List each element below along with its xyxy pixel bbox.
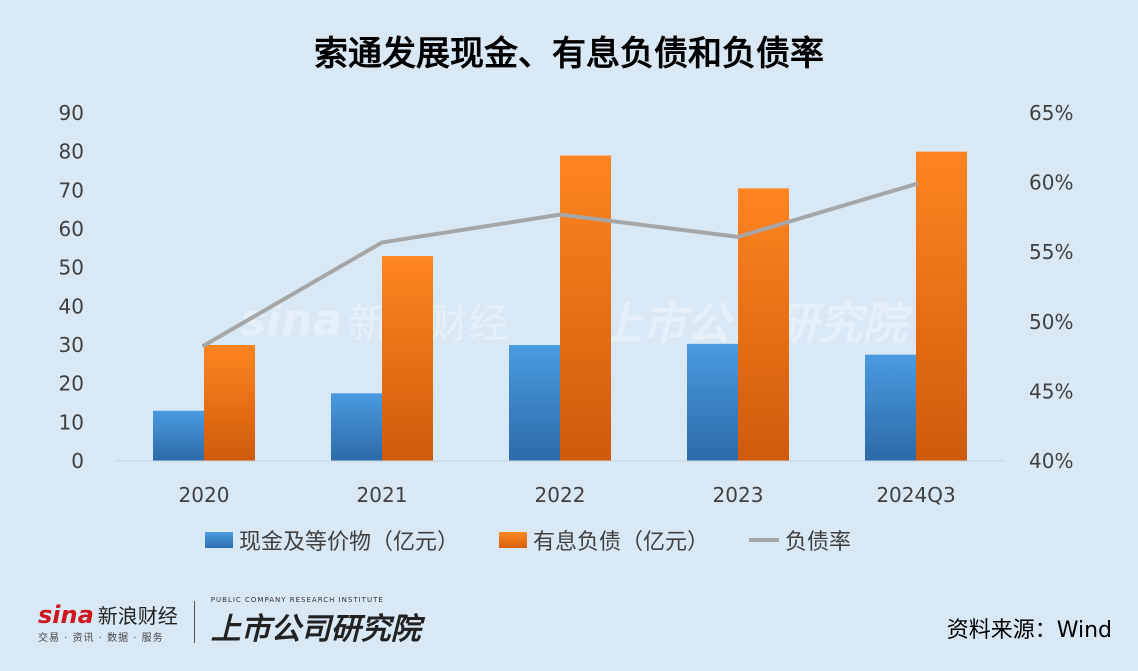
bar-cash [153, 410, 204, 461]
legend-label-debt: 有息负债（亿元） [533, 530, 710, 555]
bar-debt [560, 155, 611, 462]
y2-tick-label: 50% [1029, 310, 1073, 334]
legend-swatch-debt [499, 532, 528, 548]
y2-tick-label: 60% [1029, 171, 1073, 195]
legend-item-debt: 有息负债（亿元） [499, 524, 709, 556]
legend-item-ratio: 负债率 [749, 524, 851, 556]
y-tick-label: 90 [59, 101, 84, 125]
bar-cash [331, 393, 382, 461]
bar-cash [865, 354, 916, 461]
legend-item-cash: 现金及等价物（亿元） [205, 524, 459, 556]
institute-english: PUBLIC COMPANY RESEARCH INSTITUTE [210, 596, 384, 604]
x-tick-label: 2024Q3 [876, 483, 955, 507]
y-tick-label: 20 [59, 372, 84, 396]
y2-tick-label: 45% [1029, 379, 1073, 403]
y-tick-label: 30 [59, 333, 84, 357]
sina-logo: sina [38, 601, 94, 629]
x-tick-label: 2023 [713, 483, 764, 507]
y-tick-label: 0 [71, 449, 84, 473]
y-tick-label: 50 [59, 256, 84, 280]
y-tick-label: 40 [59, 294, 84, 318]
point-debt-ratio [914, 181, 918, 186]
point-debt-ratio [558, 212, 562, 217]
y2-tick-label: 40% [1029, 449, 1073, 473]
point-debt-ratio [380, 240, 384, 245]
bar-debt [204, 345, 255, 461]
y-tick-label: 60 [59, 217, 84, 241]
footer-divider [193, 601, 195, 643]
footer-logos: sina 新浪财经 交易 · 资讯 · 数据 · 服务 PUBLIC COMPAN… [38, 596, 421, 648]
bar-debt [916, 151, 967, 461]
sina-name: 新浪财经 [97, 604, 178, 628]
bar-debt [382, 256, 433, 461]
bar-cash [687, 343, 738, 461]
point-debt-ratio [736, 234, 740, 239]
legend-label-cash: 现金及等价物（亿元） [239, 530, 460, 555]
chart-legend: 现金及等价物（亿元） 有息负债（亿元） 负债率 [205, 524, 891, 556]
legend-swatch-ratio [749, 538, 780, 542]
x-tick-label: 2020 [179, 483, 230, 507]
sina-tagline: 交易 · 资讯 · 数据 · 服务 [38, 633, 164, 644]
institute-name: 上市公司研究院 [210, 612, 421, 647]
legend-swatch-cash [205, 532, 233, 548]
y-tick-label: 80 [59, 140, 84, 164]
y2-tick-label: 55% [1029, 240, 1073, 264]
y-tick-label: 70 [59, 178, 84, 202]
sina-logo-block: sina 新浪财经 交易 · 资讯 · 数据 · 服务 [38, 600, 178, 644]
bar-cash [509, 345, 560, 461]
y-tick-label: 10 [59, 410, 84, 434]
source-note: 资料来源：Wind [946, 618, 1112, 643]
y2-tick-label: 65% [1029, 101, 1073, 125]
chart-title: 索通发展现金、有息负债和负债率 [314, 34, 824, 74]
x-tick-label: 2022 [535, 483, 586, 507]
point-debt-ratio [202, 343, 206, 348]
institute-logo-block: PUBLIC COMPANY RESEARCH INSTITUTE 上市公司研究… [211, 596, 421, 648]
x-tick-label: 2021 [357, 483, 408, 507]
legend-label-ratio: 负债率 [785, 530, 852, 555]
